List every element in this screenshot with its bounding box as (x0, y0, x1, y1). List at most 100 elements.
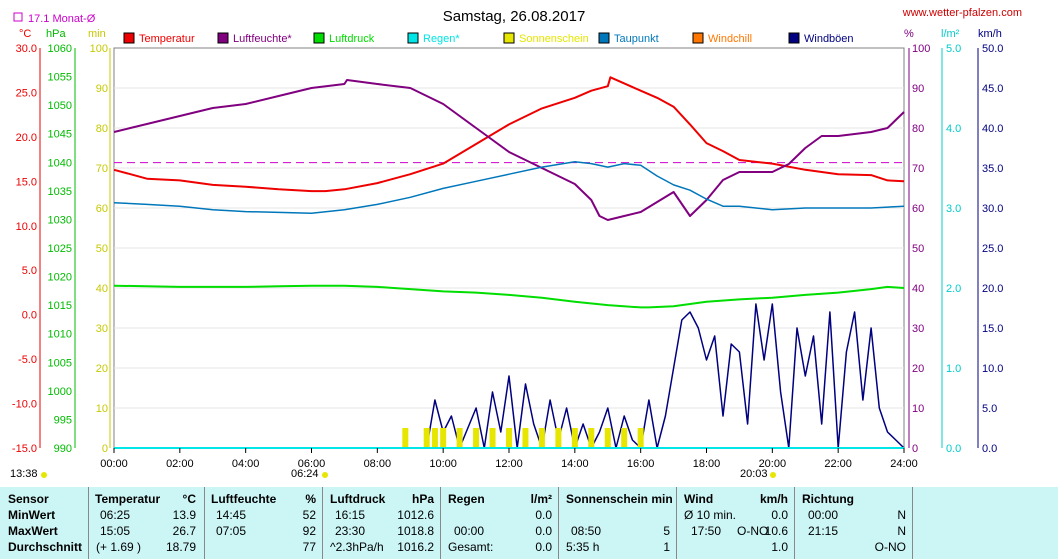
tick-temp-6: 0.0 (22, 310, 37, 322)
tick-wind-6: 20.0 (982, 283, 1003, 295)
series-line-0 (113, 76, 905, 193)
x-axis: 00:00 02:00 04:00 06:00 08:00 10:00 12:00 14:00… (100, 448, 918, 470)
x-tick-0: 00:00 (100, 458, 128, 470)
rain-max: 0.0 (535, 524, 552, 538)
legend-swatch-5 (598, 32, 610, 44)
series-line-1 (113, 79, 905, 221)
legend-swatch-3 (407, 32, 419, 44)
tick-pressure-13: 995 (54, 414, 72, 426)
tick-temp-9: -15.0 (12, 443, 37, 455)
summary-direction-col: Richtung 00:00 N 21:15 N O-NO (794, 487, 912, 559)
wind-head: Wind (684, 492, 714, 506)
tick-temp-7: -5.0 (18, 354, 37, 366)
press-head: Luftdruck (330, 492, 386, 506)
wind-min: 0.0 (771, 508, 788, 522)
tick-rain-3: 2.0 (946, 283, 961, 295)
tick-wind-5: 25.0 (982, 243, 1003, 255)
tick-minutes-10: 0 (102, 443, 108, 455)
tick-minutes-6: 40 (96, 283, 108, 295)
tick-wind-4: 30.0 (982, 203, 1003, 215)
x-tick-3: 06:00 (298, 458, 326, 470)
chart-title: Samstag, 26.08.2017 (443, 8, 586, 25)
press-max-time: 23:30 (335, 524, 366, 538)
monthly-avg-swatch (13, 12, 23, 22)
summary-rain-col: Regen l/m² 0.0 00:00 0.0 Gesamt: 0.0 (440, 487, 558, 559)
legend-swatch-0 (123, 32, 135, 44)
summary-table: Sensor MinWert MaxWert Durchschnitt Temp… (0, 487, 1058, 559)
tick-temp-8: -10.0 (12, 399, 37, 411)
press-avg: 1016.2 (397, 540, 434, 554)
tick-temp-0: 30.0 (16, 43, 37, 55)
legend-swatch-7 (788, 32, 800, 44)
row-label-min: MinWert (8, 508, 56, 522)
tick-humidity-8: 20 (912, 363, 924, 375)
tick-pressure-12: 1000 (48, 386, 72, 398)
temp-min: 13.9 (172, 508, 196, 522)
legend-label-3: Regen* (423, 33, 460, 45)
y-axes: 30.0 25.0 20.0 15.0 10.0 5.0 0.0 -5.0 -10.0 -15.0… (12, 43, 1004, 455)
tick-wind-9: 5.0 (982, 403, 997, 415)
press-max: 1018.8 (397, 524, 434, 538)
tick-rain-2: 3.0 (946, 203, 961, 215)
wind-min-label: Ø 10 min. (684, 508, 737, 522)
tick-pressure-8: 1020 (48, 272, 72, 284)
tick-minutes-2: 80 (96, 123, 108, 135)
sun-bar-1 (423, 428, 430, 448)
sun-bar-12 (588, 428, 595, 448)
sun-bar-2 (431, 428, 438, 448)
sunset-time: 20:03 (740, 468, 768, 480)
tick-temp-1: 25.0 (16, 87, 37, 99)
tick-pressure-14: 990 (54, 443, 72, 455)
legend-label-2: Luftdruck (329, 33, 375, 45)
summary-wind-col: Wind km/h Ø 10 min. 0.0 17:50 O-NO 10.6 … (676, 487, 794, 559)
tick-pressure-6: 1030 (48, 214, 72, 226)
sun-total: 5:35 h (566, 540, 600, 554)
tick-humidity-10: 0 (912, 443, 918, 455)
temp-avg: 18.79 (165, 540, 196, 554)
temp-max-time: 15:05 (100, 524, 131, 538)
sunrise-left-time: 13:38 (10, 468, 38, 480)
legend-swatch-4 (503, 32, 515, 44)
rain-total-label: Gesamt: (448, 540, 494, 554)
summary-temperature-col: Temperatur °C 06:25 13.9 15:05 26.7 (+ 1… (88, 487, 204, 559)
sunrise-time: 06:24 (291, 468, 319, 480)
temp-avg-note: (+ 1.69 ) (96, 540, 142, 554)
hum-head: Luftfeuchte (211, 492, 277, 506)
row-label-avg: Durchschnitt (8, 540, 83, 554)
dir-head: Richtung (802, 492, 854, 506)
sun-bar-0 (402, 428, 409, 448)
hum-min: 52 (302, 508, 316, 522)
unit-pressure: hPa (46, 28, 66, 40)
site-url: www.wetter-pfalzen.com (902, 7, 1022, 19)
tick-pressure-2: 1050 (48, 100, 72, 112)
series-line-3 (113, 161, 905, 215)
tick-minutes-0: 100 (90, 43, 108, 55)
wind-avg: 1.0 (771, 540, 788, 554)
x-tick-5: 10:00 (429, 458, 457, 470)
legend-label-5: Taupunkt (614, 33, 659, 45)
sun-bar-11 (571, 428, 578, 448)
dir-max-time: 21:15 (808, 524, 839, 538)
sun-bar-3 (440, 428, 447, 448)
legend-label-1: Luftfeuchte* (233, 33, 292, 45)
tick-wind-8: 10.0 (982, 363, 1003, 375)
tick-rain-5: 0.0 (946, 443, 961, 455)
tick-wind-10: 0.0 (982, 443, 997, 455)
series-line-2 (113, 284, 905, 309)
hum-max-time: 07:05 (216, 524, 247, 538)
tick-wind-2: 40.0 (982, 123, 1003, 135)
x-tick-4: 08:00 (364, 458, 392, 470)
wind-max: 10.6 (764, 524, 788, 538)
tick-humidity-4: 60 (912, 203, 924, 215)
rain-min: 0.0 (535, 508, 552, 522)
chart-legend: Temperatur Luftfeuchte* Luftdruck Regen* Son… (123, 32, 854, 45)
tick-pressure-0: 1060 (48, 43, 72, 55)
temp-max: 26.7 (172, 524, 196, 538)
hum-min-time: 14:45 (216, 508, 247, 522)
tick-rain-4: 1.0 (946, 363, 961, 375)
monthly-avg-label: 17.1 Monat-Ø (28, 13, 96, 25)
tick-humidity-7: 30 (912, 323, 924, 335)
sun-bar-13 (604, 428, 611, 448)
sun-bar-10 (555, 428, 562, 448)
sunrise-marker (322, 472, 328, 478)
